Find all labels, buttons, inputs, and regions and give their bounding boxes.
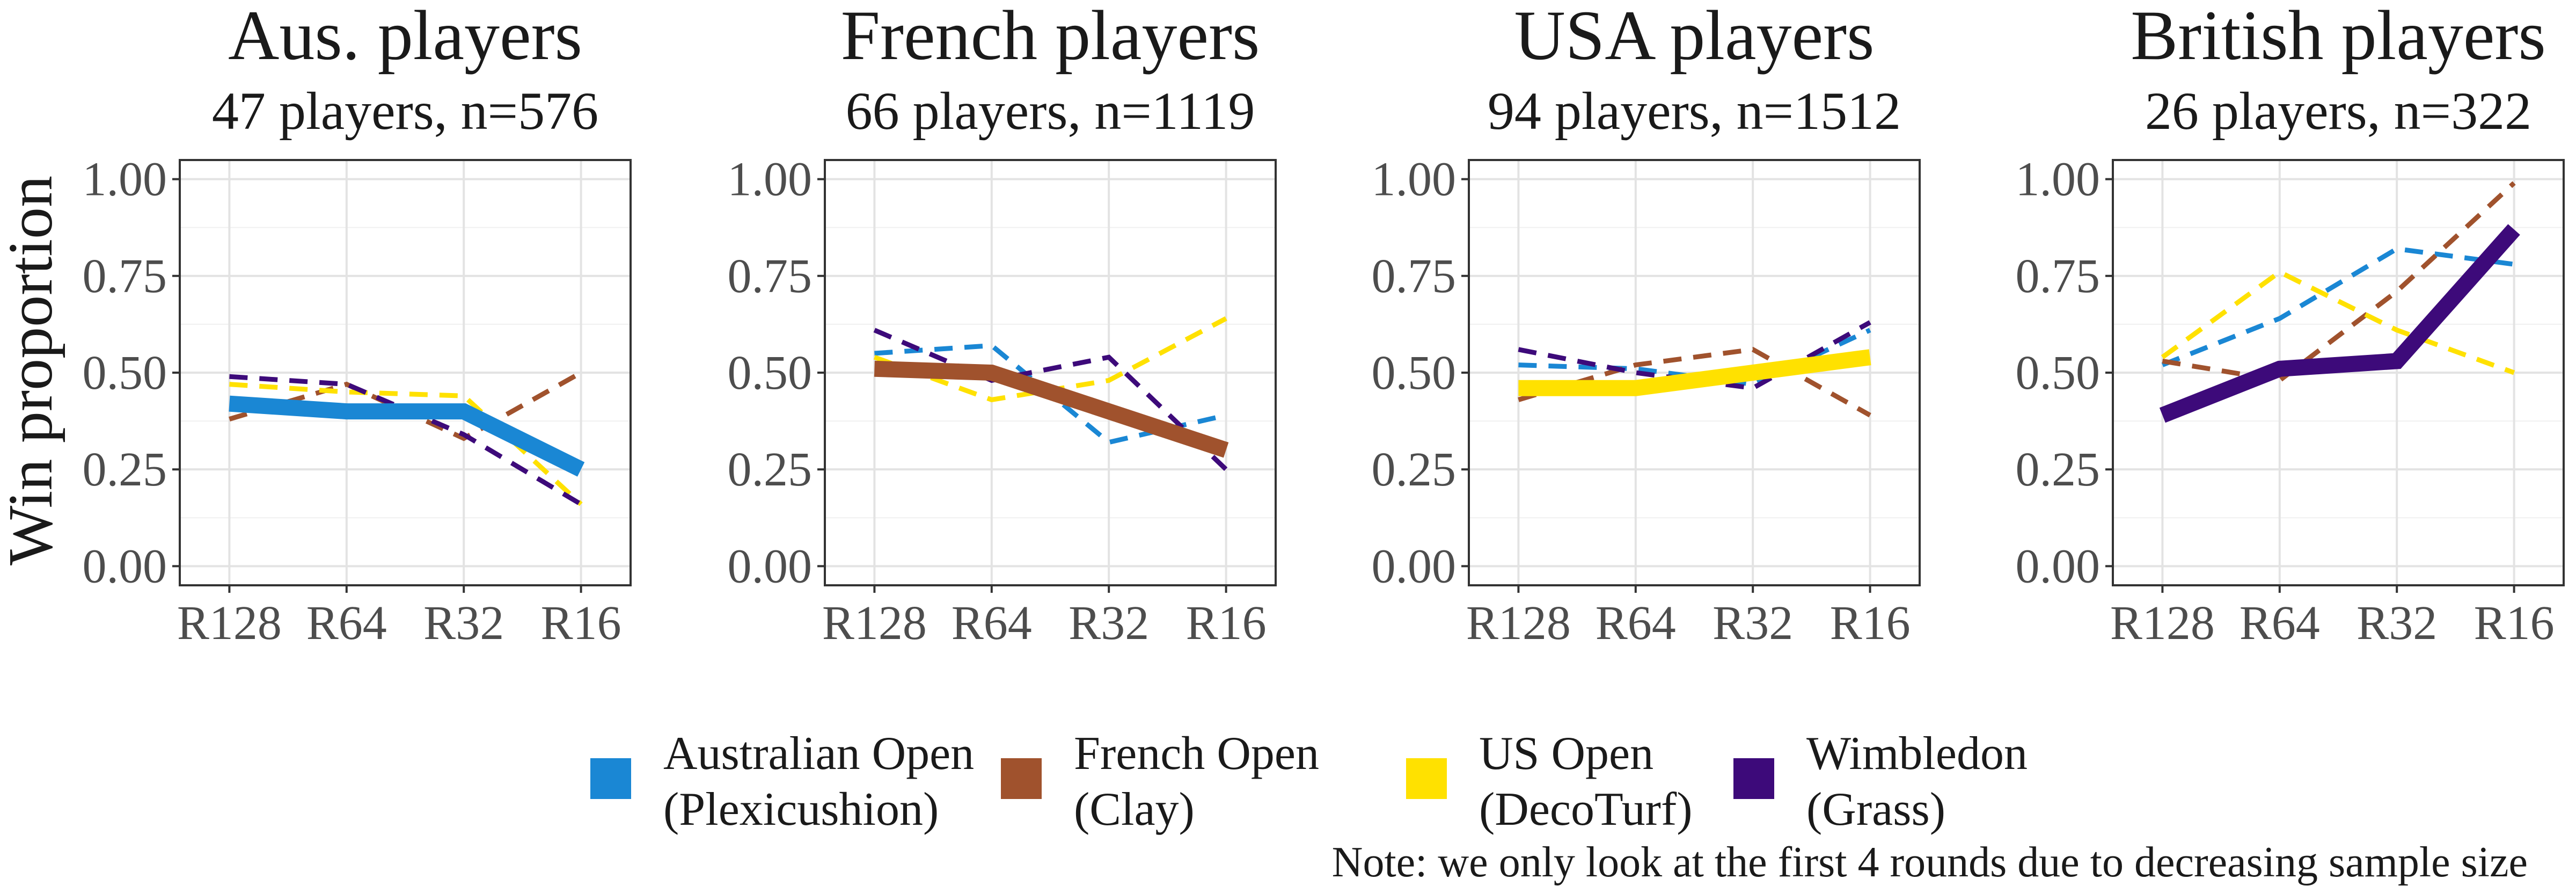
series-line-fo (874, 360, 1229, 458)
x-tick-label: R64 (2240, 597, 2320, 650)
x-tick-label: R128 (2110, 597, 2215, 650)
legend-swatch (1406, 758, 1447, 799)
y-tick-label: 0.75 (83, 250, 167, 303)
x-tick-label: R128 (177, 597, 282, 650)
facet-title: British players (2131, 0, 2546, 75)
series-line-fo (2162, 181, 2516, 383)
facet-subtitle: 94 players, n=1512 (1488, 81, 1901, 141)
x-tick-label: R16 (1830, 597, 1911, 650)
facet-title: USA players (1514, 0, 1875, 75)
y-tick-label: 0.50 (2016, 346, 2101, 400)
x-tick-label: R64 (1596, 597, 1676, 650)
y-tick-label: 0.50 (1372, 346, 1457, 400)
y-tick-label: 0.00 (1372, 540, 1457, 593)
legend-label: French Open (1074, 728, 1319, 780)
y-tick-label: 1.00 (1372, 153, 1457, 206)
y-tick-label: 0.00 (728, 540, 813, 593)
y-tick-label: 0.25 (83, 443, 167, 496)
y-tick-label: 0.25 (728, 443, 813, 496)
y-tick-label: 1.00 (2016, 153, 2101, 206)
series-line-ao (229, 395, 585, 477)
x-tick-label: R128 (1466, 597, 1571, 650)
x-tick-label: R16 (2474, 597, 2555, 650)
y-tick-label: 0.25 (1372, 443, 1457, 496)
series-line-uso (2161, 269, 2515, 375)
x-tick-label: R32 (423, 597, 504, 650)
legend-swatch (1001, 758, 1042, 799)
x-tick-label: R16 (1186, 597, 1267, 650)
x-tick-label: R128 (822, 597, 927, 650)
legend-item-ao: Australian Open(Plexicushion) (590, 728, 974, 836)
y-axis-label: Win proportion (0, 176, 65, 565)
facet-subtitle: 47 players, n=576 (212, 81, 598, 141)
y-tick-label: 0.00 (2016, 540, 2101, 593)
panel-border (179, 159, 632, 586)
facet-title: Aus. players (228, 0, 582, 75)
y-tick-label: 0.75 (1372, 250, 1457, 303)
y-tick-label: 1.00 (728, 153, 813, 206)
footnote: Note: we only look at the first 4 rounds… (1332, 839, 2528, 886)
y-tick-label: 0.25 (2016, 443, 2101, 496)
legend-item-wim: Wimbledon(Grass) (1733, 728, 2028, 836)
y-tick-label: 1.00 (83, 153, 167, 206)
series-line-uso (1518, 349, 1871, 396)
panel-border (2112, 159, 2565, 586)
legend-swatch (590, 758, 631, 799)
legend-label: US Open (1479, 728, 1653, 780)
y-tick-label: 0.50 (83, 346, 167, 400)
legend-label: Australian Open (663, 728, 974, 780)
x-tick-label: R32 (1713, 597, 1793, 650)
panel-border (824, 159, 1277, 586)
facet-subtitle: 26 players, n=322 (2145, 81, 2531, 141)
legend-label: Wimbledon (1806, 728, 2028, 780)
x-tick-label: R32 (1069, 597, 1149, 650)
series-line-wim (1518, 320, 1871, 391)
legend-sublabel: (Plexicushion) (663, 783, 939, 836)
series-line-wim (873, 328, 1228, 471)
x-tick-label: R64 (306, 597, 387, 650)
legend-swatch (1733, 758, 1774, 799)
legend-item-uso: US Open(DecoTurf) (1406, 728, 1693, 836)
legend-sublabel: (Clay) (1074, 783, 1195, 836)
y-tick-label: 0.00 (83, 540, 167, 593)
legend-item-fo: French Open(Clay) (1001, 728, 1319, 836)
series-line-wim (2159, 224, 2520, 423)
x-tick-label: R32 (2357, 597, 2437, 650)
x-tick-label: R64 (952, 597, 1032, 650)
facet-title: French players (841, 0, 1260, 75)
legend-sublabel: (DecoTurf) (1479, 783, 1693, 836)
panel-border (1468, 159, 1921, 586)
facet-subtitle: 66 players, n=1119 (846, 81, 1255, 141)
y-tick-label: 0.75 (2016, 250, 2101, 303)
series-line-uso (229, 382, 583, 506)
x-tick-label: R16 (541, 597, 621, 650)
legend-sublabel: (Grass) (1806, 783, 1945, 836)
y-tick-label: 0.50 (728, 346, 813, 400)
series-line-ao (2161, 246, 2515, 367)
y-tick-label: 0.75 (728, 250, 813, 303)
